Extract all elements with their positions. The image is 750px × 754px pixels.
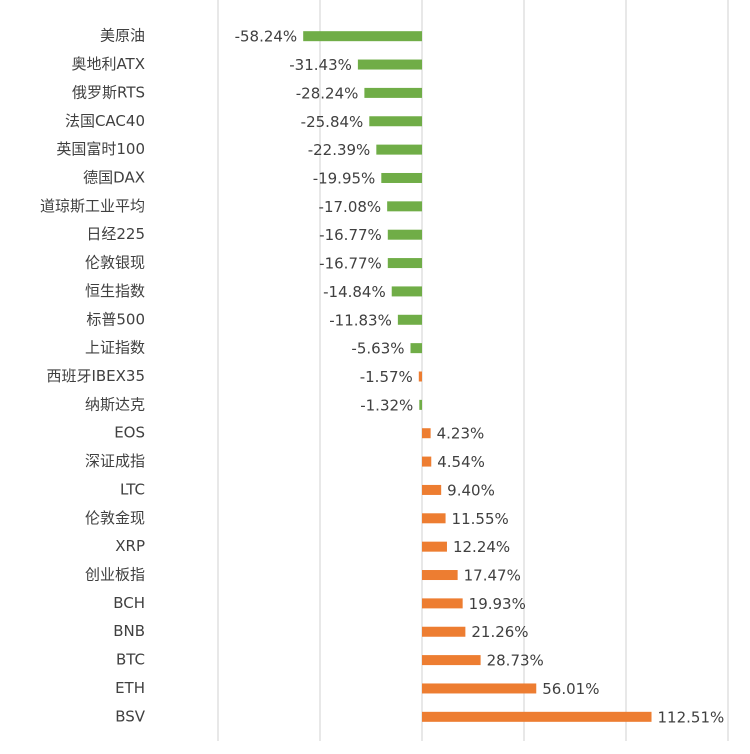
y-tick-label: 上证指数: [85, 339, 145, 357]
y-tick-label: BNB: [113, 622, 145, 640]
bar: [422, 428, 431, 439]
bar: [422, 484, 442, 495]
bar: [357, 59, 422, 70]
value-label: 4.23%: [437, 425, 485, 443]
y-tick-label: 俄罗斯RTS: [72, 83, 145, 101]
bar: [410, 343, 422, 354]
bar: [422, 456, 432, 467]
bar: [422, 570, 458, 581]
bar: [381, 172, 422, 183]
y-tick-label: 伦敦金现: [85, 509, 145, 527]
bar: [387, 229, 422, 240]
y-tick-label: ETH: [115, 679, 145, 697]
bar: [418, 371, 422, 382]
bar: [422, 598, 463, 609]
y-tick-label: 创业板指: [85, 566, 145, 584]
bar: [422, 655, 481, 666]
value-label: 4.54%: [437, 453, 485, 471]
value-label: -11.83%: [329, 311, 392, 329]
bar: [422, 541, 447, 552]
bar: [422, 513, 446, 524]
value-label: 112.51%: [658, 708, 725, 726]
y-tick-label: LTC: [120, 480, 145, 498]
y-tick-label: 标普500: [86, 310, 145, 328]
bar: [422, 711, 652, 722]
y-tick-label: BTC: [116, 651, 145, 669]
y-tick-label: XRP: [115, 537, 145, 555]
bar: [364, 87, 422, 98]
value-label: 19.93%: [469, 595, 526, 613]
y-tick-label: 德国DAX: [83, 168, 145, 186]
y-tick-label: 法国CAC40: [65, 112, 145, 130]
bar: [369, 116, 422, 127]
value-label: -31.43%: [289, 56, 352, 74]
y-tick-label: 纳斯达克: [85, 395, 145, 413]
value-label: -14.84%: [323, 283, 386, 301]
value-label: -28.24%: [296, 84, 359, 102]
value-label: 11.55%: [452, 510, 509, 528]
y-tick-label: 美原油: [100, 27, 145, 45]
value-label: -19.95%: [313, 169, 376, 187]
y-tick-label: BSV: [115, 707, 146, 725]
y-tick-label: 伦敦银现: [85, 254, 145, 272]
bar: [391, 286, 422, 297]
bar: [422, 683, 537, 694]
value-label: 17.47%: [464, 567, 521, 585]
value-label: -17.08%: [319, 198, 382, 216]
value-label: 28.73%: [487, 652, 544, 670]
y-tick-label: EOS: [114, 424, 145, 442]
value-label: -22.39%: [308, 141, 371, 159]
bar: [303, 31, 422, 42]
value-label: -1.57%: [360, 368, 413, 386]
bar: [422, 626, 466, 637]
bar: [397, 314, 422, 325]
y-tick-label: 英国富时100: [56, 140, 145, 158]
value-label: -58.24%: [235, 28, 298, 46]
value-label: 56.01%: [542, 680, 599, 698]
bar: [419, 399, 422, 410]
bar: [376, 144, 422, 155]
bar: [387, 201, 422, 212]
value-label: 12.24%: [453, 538, 510, 556]
y-tick-label: BCH: [113, 594, 145, 612]
value-label: 9.40%: [447, 481, 495, 499]
value-label: -5.63%: [351, 340, 404, 358]
bar: [387, 258, 422, 269]
y-tick-label: 恒生指数: [85, 282, 145, 300]
value-label: -1.32%: [360, 396, 413, 414]
y-tick-label: 西班牙IBEX35: [46, 367, 145, 385]
value-label: -16.77%: [319, 226, 382, 244]
value-label: -25.84%: [301, 113, 364, 131]
y-tick-label: 道琼斯工业平均: [40, 197, 145, 215]
value-label: 21.26%: [471, 623, 528, 641]
y-tick-label: 深证成指: [85, 452, 145, 470]
y-tick-label: 奥地利ATX: [71, 55, 145, 73]
value-label: -16.77%: [319, 255, 382, 273]
y-tick-label: 日经225: [86, 225, 145, 243]
